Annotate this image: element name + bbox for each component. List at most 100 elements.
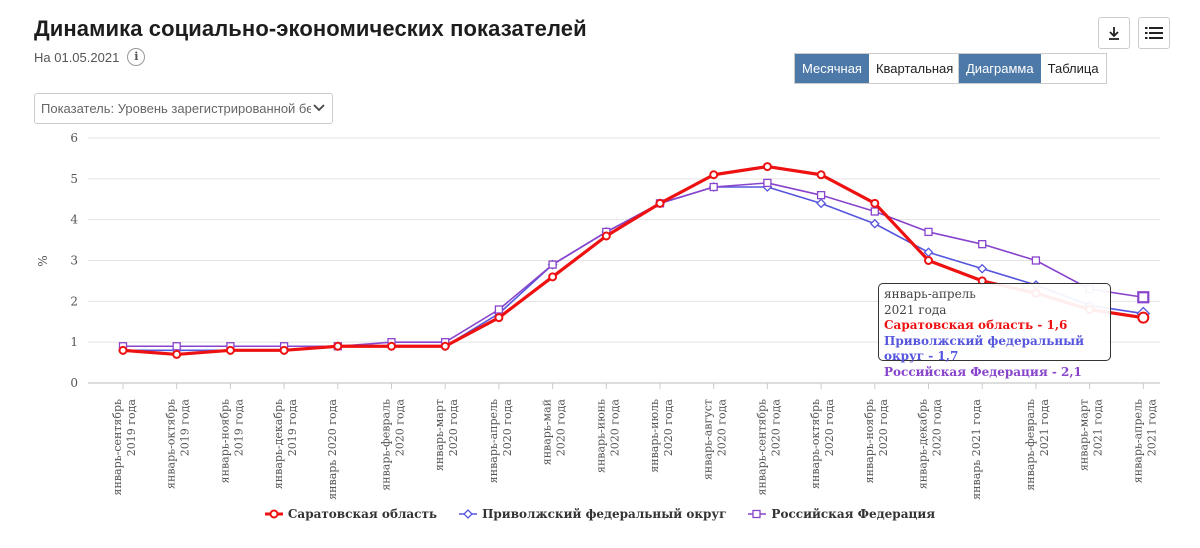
x-tick-label-line2: 2019 года bbox=[232, 399, 245, 457]
x-tick-label-line2: 2020 года bbox=[447, 399, 460, 457]
data-point-volga bbox=[118, 345, 128, 356]
tooltip-row-russia: Российская Федерация - 2,1 bbox=[884, 364, 1082, 379]
x-tick-label-line2: 2020 года bbox=[716, 399, 729, 457]
data-point-volga bbox=[923, 247, 934, 258]
x-tick-label-line1: январь 2020 года bbox=[326, 399, 339, 500]
indicator-select-value: Показатель: Уровень зарегистрированной б… bbox=[41, 101, 311, 116]
x-tick-label-line2: 2019 года bbox=[125, 399, 138, 457]
legend-item-saratov[interactable]: Саратовская область bbox=[264, 507, 437, 521]
x-tick-label-line1: январь-май bbox=[541, 399, 554, 465]
y-tick-label: 0 bbox=[70, 376, 78, 390]
x-tick-label-line1: январь-декабрь bbox=[917, 399, 930, 489]
x-tick-label: январь-декабрь2019 года bbox=[272, 399, 299, 490]
x-tick-label: январь-март2021 года bbox=[1078, 399, 1105, 471]
x-tick-label: январь-апрель2021 года bbox=[1131, 399, 1158, 484]
view-toggle: Диаграмма Таблица bbox=[958, 53, 1107, 84]
x-tick-label-line2: 2020 года bbox=[662, 399, 675, 457]
x-tick-label: январь-август2020 года bbox=[702, 399, 729, 480]
view-table-button[interactable]: Таблица bbox=[1040, 54, 1106, 83]
x-tick-label-line2: 2020 года bbox=[823, 399, 836, 457]
x-tick-label-line1: январь 2021 года bbox=[970, 399, 983, 500]
data-point-russia bbox=[226, 342, 235, 351]
data-point-volga bbox=[332, 341, 343, 352]
x-tick-label-line2: 2020 года bbox=[501, 399, 514, 457]
data-point-saratov bbox=[601, 231, 611, 241]
period-quarterly-button[interactable]: Квартальная bbox=[868, 54, 961, 83]
data-point-russia bbox=[924, 227, 933, 237]
data-point-russia bbox=[870, 207, 879, 216]
download-button[interactable] bbox=[1098, 17, 1130, 49]
legend-circle-marker-icon bbox=[264, 509, 283, 519]
x-tick-label-line2: 2021 года bbox=[1145, 399, 1158, 457]
tooltip-period-line2: 2021 года bbox=[884, 302, 947, 317]
data-point-saratov bbox=[870, 198, 880, 208]
chevron-down-icon bbox=[313, 104, 325, 112]
legend-item-russia[interactable]: Российская Федерация bbox=[748, 507, 935, 521]
y-tick-label: 1 bbox=[70, 335, 78, 349]
data-point-saratov bbox=[118, 345, 128, 355]
data-point-volga bbox=[816, 198, 827, 209]
x-tick-label-line2: 2020 года bbox=[555, 399, 568, 457]
y-tick-label: 5 bbox=[70, 172, 78, 186]
data-point-saratov bbox=[387, 341, 396, 351]
x-tick-label-line1: январь-сентябрь bbox=[111, 399, 124, 495]
x-tick-label-line2: 2020 года bbox=[931, 399, 944, 457]
x-tick-label: январь 2021 года bbox=[970, 399, 983, 500]
data-point-volga bbox=[493, 308, 504, 319]
data-point-saratov bbox=[1137, 311, 1150, 324]
y-tick-label: 3 bbox=[70, 254, 78, 268]
data-point-russia bbox=[279, 342, 289, 351]
indicator-select[interactable]: Показатель: Уровень зарегистрированной б… bbox=[34, 93, 333, 124]
x-tick-label-line1: январь-июль bbox=[648, 399, 661, 473]
legend-item-volga[interactable]: Приволжский федеральный округ bbox=[459, 507, 726, 521]
data-point-russia bbox=[172, 342, 181, 351]
x-tick-label-line1: январь-февраль bbox=[1024, 399, 1037, 491]
data-point-russia bbox=[1031, 256, 1041, 265]
period-toggle: Месячная Квартальная bbox=[794, 53, 962, 84]
data-point-volga bbox=[547, 259, 558, 270]
x-tick-label: январь-февраль2021 года bbox=[1024, 399, 1051, 491]
download-icon bbox=[1109, 27, 1119, 40]
x-tick-label: январь-октябрь2020 года bbox=[809, 399, 836, 489]
data-point-volga bbox=[977, 263, 988, 274]
report-date: На 01.05.2021 bbox=[34, 49, 120, 65]
menu-button[interactable] bbox=[1138, 17, 1170, 49]
x-tick-label-line1: январь-июнь bbox=[594, 399, 607, 473]
x-tick-label-line1: январь-март bbox=[433, 399, 446, 471]
data-point-saratov bbox=[225, 345, 235, 355]
x-tick-label-line2: 2021 года bbox=[1038, 399, 1051, 457]
y-tick-label: 6 bbox=[70, 131, 78, 145]
period-monthly-button[interactable]: Месячная bbox=[795, 54, 869, 83]
data-point-saratov bbox=[333, 341, 343, 351]
x-tick-label-line1: январь-октябрь bbox=[809, 399, 822, 489]
x-tick-label-line1: январь-февраль bbox=[380, 399, 393, 491]
data-point-saratov bbox=[279, 345, 289, 355]
x-tick-label: январь-май2020 года bbox=[541, 399, 568, 466]
data-point-russia bbox=[441, 338, 450, 347]
x-tick-label-line1: январь-апрель bbox=[1131, 399, 1144, 483]
x-tick-label-line2: 2020 года bbox=[608, 399, 621, 457]
data-point-saratov bbox=[172, 349, 182, 359]
x-tick-label-line2: 2019 года bbox=[179, 399, 192, 457]
x-tick-label: январь-ноябрь2020 года bbox=[863, 399, 890, 484]
data-point-saratov bbox=[924, 256, 933, 265]
x-tick-label-line1: январь-декабрь bbox=[272, 399, 285, 489]
data-point-saratov bbox=[762, 162, 772, 172]
x-tick-label: январь-февраль2020 года bbox=[380, 399, 407, 491]
x-tick-label-line2: 2021 года bbox=[1092, 399, 1105, 457]
tooltip-period-line1: январь-апрель bbox=[884, 287, 976, 301]
data-point-volga bbox=[762, 182, 773, 192]
x-tick-label: январь-апрель2020 года bbox=[487, 399, 514, 484]
tooltip-row-saratov: Саратовская область - 1,6 bbox=[884, 318, 1068, 332]
legend-label-volga: Приволжский федеральный округ bbox=[482, 507, 727, 521]
chart-legend: Саратовская область Приволжский федераль… bbox=[0, 507, 1200, 521]
view-chart-button[interactable]: Диаграмма bbox=[959, 54, 1041, 83]
data-point-volga bbox=[279, 345, 290, 356]
info-icon[interactable]: i bbox=[127, 48, 146, 66]
data-point-volga bbox=[708, 182, 719, 192]
data-point-volga bbox=[225, 345, 236, 356]
data-point-russia bbox=[118, 342, 128, 351]
data-point-saratov bbox=[655, 198, 665, 208]
x-tick-label-line2: 2020 года bbox=[394, 399, 407, 457]
x-tick-label-line1: январь-март bbox=[1078, 399, 1091, 471]
